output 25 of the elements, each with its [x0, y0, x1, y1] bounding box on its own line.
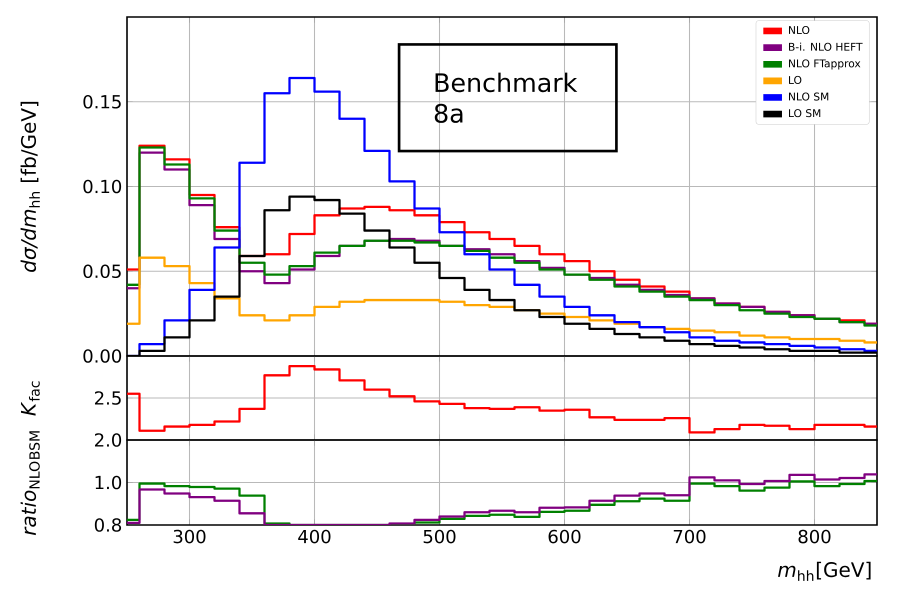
legend-label: NLO FTapprox — [789, 59, 860, 70]
y-tick-label: 2.5 — [94, 391, 121, 405]
x-tick-label: 800 — [798, 530, 830, 544]
y-tick-label: 0.00 — [83, 349, 122, 363]
x-tick-label: 700 — [674, 530, 706, 544]
y-tick-label: 2.0 — [94, 433, 122, 447]
x-tick-label: 300 — [174, 530, 206, 544]
y-tick-label: 1.0 — [96, 476, 122, 490]
y-axis-title: ratio$_{NLOBSM}$ — [20, 431, 40, 536]
x-axis-title: m$_{hh}$[GeV] — [778, 562, 871, 581]
y-axis-title: dσ/dm$_{hh}$ [fb/GeV] — [20, 102, 40, 272]
y-tick-label: 0.8 — [94, 518, 122, 532]
legend-label: LO — [789, 76, 802, 84]
y-tick-label: 0.05 — [83, 264, 121, 278]
legend-label: NLO SM — [789, 92, 828, 101]
legend-label: B-i. NLO HEFT — [789, 42, 863, 51]
y-tick-label: 0.15 — [83, 94, 121, 109]
legend-label: NLO — [789, 26, 810, 34]
y-axis-title: K$_{fac}$ — [20, 381, 40, 416]
x-tick-label: 600 — [548, 530, 580, 544]
legend-label: LO SM — [789, 109, 820, 118]
y-tick-label: 0.10 — [83, 180, 122, 194]
x-tick-label: 500 — [424, 530, 456, 544]
x-tick-label: 400 — [298, 530, 330, 544]
annotation: Benchmark 8a — [434, 72, 578, 123]
